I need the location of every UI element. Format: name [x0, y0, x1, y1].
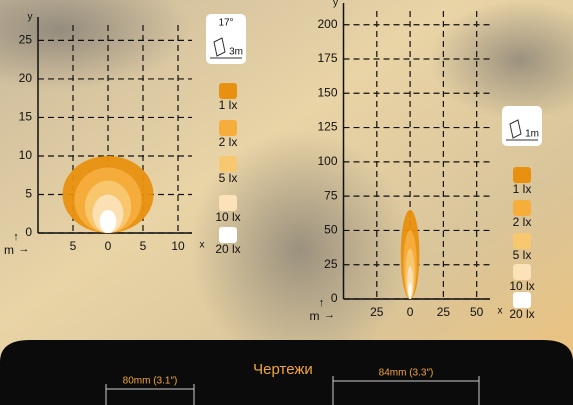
- x-tick-label: 50: [470, 305, 484, 319]
- x-tick-label: 25: [370, 305, 384, 319]
- x-tick-label: 0: [105, 239, 112, 253]
- legend-swatch: [513, 264, 531, 280]
- x-axis-label: x: [200, 240, 205, 251]
- icon-distance: 1m: [525, 129, 539, 140]
- y-tick-label: 0: [25, 225, 32, 239]
- y-tick-label: 200: [317, 17, 337, 31]
- y-tick-label: 10: [19, 148, 33, 162]
- icon-angle: 17°: [218, 18, 233, 29]
- x-axis-label: x: [498, 306, 503, 317]
- legend-swatch: [219, 195, 237, 211]
- unit-arrow: →: [19, 243, 30, 255]
- y-axis-label: y: [333, 0, 338, 9]
- legend-label: 2 lx: [219, 135, 238, 149]
- y-tick-label: 75: [324, 188, 338, 202]
- legend-label: 10 lx: [509, 279, 534, 293]
- icon: [502, 106, 542, 146]
- x-tick-label: 0: [407, 305, 414, 319]
- legend-swatch: [513, 292, 531, 308]
- legend-label: 2 lx: [513, 215, 532, 229]
- legend-swatch: [219, 120, 237, 136]
- legend-label: 1 lx: [219, 98, 238, 112]
- dimension: 84mm (3.3″): [379, 368, 434, 379]
- icon-distance: 3m: [229, 47, 243, 58]
- x-tick-label: 5: [70, 239, 77, 253]
- legend-swatch: [219, 227, 237, 243]
- x-tick-label: 10: [171, 239, 185, 253]
- legend-swatch: [513, 167, 531, 183]
- y-tick-label: 25: [324, 257, 338, 271]
- y-tick-label: 125: [317, 120, 337, 134]
- legend-label: 10 lx: [215, 210, 240, 224]
- shade: [190, 130, 410, 370]
- unit-arrow: ↑: [319, 297, 325, 309]
- unit-arrow: ↑: [13, 231, 19, 243]
- icon-lamp: [509, 119, 522, 139]
- y-tick-label: 150: [317, 85, 337, 99]
- x-tick-label: 25: [437, 305, 451, 319]
- legend-swatch: [513, 200, 531, 216]
- legend-label: 20 lx: [215, 242, 240, 256]
- isolux-area: [99, 209, 117, 233]
- legend-label: 20 lx: [509, 307, 534, 321]
- y-tick-label: 50: [324, 223, 338, 237]
- isolux-area: [408, 282, 412, 299]
- x-tick-label: 5: [140, 239, 147, 253]
- unit-label: m: [4, 243, 14, 257]
- y-tick-label: 5: [25, 187, 32, 201]
- y-axis-label: y: [28, 12, 33, 23]
- unit-label: m: [310, 309, 320, 323]
- legend-swatch: [219, 156, 237, 172]
- legend-swatch: [219, 83, 237, 99]
- dimension: 80mm (3.1″): [123, 376, 178, 387]
- icon-lamp: [213, 37, 226, 57]
- legend-swatch: [513, 233, 531, 249]
- legend-label: 5 lx: [219, 171, 238, 185]
- y-tick-label: 0: [331, 291, 338, 305]
- unit-arrow: →: [324, 309, 335, 321]
- footer-title: Чертежи: [253, 361, 313, 378]
- legend-label: 1 lx: [513, 182, 532, 196]
- y-tick-label: 15: [19, 110, 33, 124]
- legend-label: 5 lx: [513, 248, 532, 262]
- y-tick-label: 20: [19, 71, 33, 85]
- y-tick-label: 175: [317, 51, 337, 65]
- y-tick-label: 25: [19, 33, 33, 47]
- y-tick-label: 100: [317, 154, 337, 168]
- shade: [430, 0, 573, 120]
